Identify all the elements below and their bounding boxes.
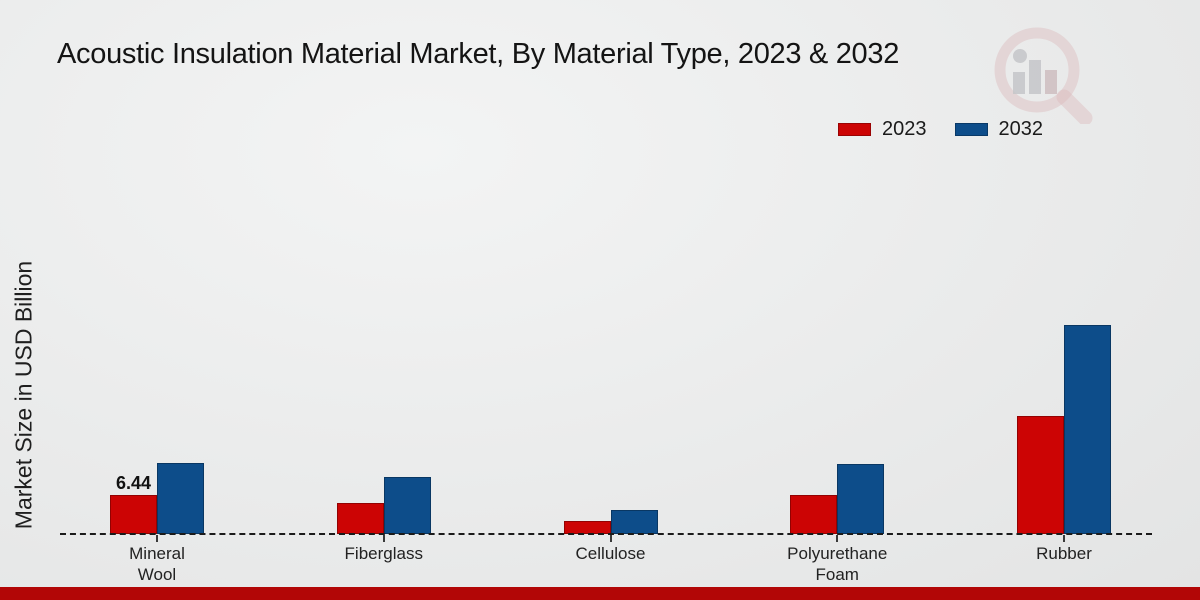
bar-2023-mineral-wool [110, 495, 157, 534]
category-label-rubber: Rubber [1036, 544, 1092, 563]
bar-2032-cellulose [610, 510, 658, 534]
x-axis-tick-rubber [1063, 535, 1065, 542]
chart-title: Acoustic Insulation Material Market, By … [57, 38, 900, 70]
category-label-fiberglass: Fiberglass [344, 544, 423, 563]
category-label-mineral-wool: Mineral Wool [129, 544, 185, 585]
bar-2023-fiberglass [336, 503, 384, 534]
legend-label-2023: 2023 [882, 118, 927, 140]
bar-2032-polyurethane-foam [837, 464, 885, 534]
category-label-polyurethane-foam: Polyurethane Foam [787, 544, 888, 585]
bar-2032-mineral-wool [157, 463, 204, 534]
y-axis-label: Market Size in USD Billion [10, 260, 37, 530]
legend-swatch-2032 [954, 123, 988, 136]
bar-2023-polyurethane-foam [790, 495, 838, 534]
magnifier-bar-chart-logo-watermark [985, 22, 1097, 129]
legend-item-2023: 2023 [838, 118, 927, 141]
x-axis-tick-fiberglass [382, 535, 385, 542]
legend-label-2032: 2032 [998, 118, 1044, 140]
x-axis-tick-polyurethane-foam [836, 535, 839, 542]
bar-2023-cellulose [563, 521, 611, 534]
value-label-2023-mineral-wool: 6.44 [115, 473, 152, 493]
legend-swatch-2023 [838, 123, 871, 136]
magnifier-icon [994, 27, 1093, 126]
category-label-cellulose: Cellulose [575, 544, 646, 563]
x-axis-tick-mineral-wool [156, 535, 158, 542]
legend-item-2032: 2032 [954, 118, 1044, 141]
legend: 2023 2032 [838, 118, 1043, 141]
bar-2032-fiberglass [383, 477, 431, 534]
bar-2032-rubber [1064, 325, 1111, 534]
x-axis-baseline [60, 533, 1152, 535]
bar-2023-rubber [1017, 416, 1064, 534]
footer-accent-bar [0, 587, 1200, 600]
x-axis-tick-cellulose [609, 535, 612, 542]
